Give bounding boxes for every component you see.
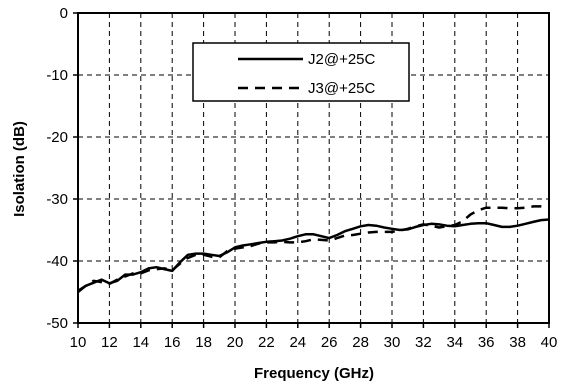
- legend: J2@+25C J3@+25C: [192, 42, 410, 102]
- series-line-j3-25c: [77, 205, 550, 292]
- x-tick-label: 32: [415, 334, 432, 351]
- x-tick-label: 22: [258, 334, 275, 351]
- x-tick-label: 20: [227, 334, 244, 351]
- x-tick-label: 40: [541, 334, 558, 351]
- x-tick-labels: 10 12 14 16 18 20 22 24 26 28 30 32 34 36 38 40: [70, 334, 558, 351]
- x-tick-label: 18: [195, 334, 212, 351]
- y-tick-labels: 0 -10 -20 -30 -40 -50: [46, 5, 68, 332]
- y-tick-label: -20: [46, 129, 68, 146]
- y-tick-label: 0: [60, 5, 68, 22]
- y-tick-label: -30: [46, 191, 68, 208]
- x-tick-label: 38: [509, 334, 526, 351]
- y-axis-title: Isolation (dB): [11, 121, 28, 217]
- legend-label-j3: J3@+25C: [308, 80, 376, 97]
- plot-frame: [77, 12, 550, 324]
- y-tick-label: -50: [46, 315, 68, 332]
- legend-box: [192, 42, 410, 102]
- y-tick-label: -10: [46, 67, 68, 84]
- x-tick-label: 14: [132, 334, 149, 351]
- x-axis-title: Frequency (GHz): [254, 365, 374, 382]
- grid-lines: [78, 13, 549, 323]
- x-tick-label: 28: [352, 334, 369, 351]
- x-tick-label: 36: [478, 334, 495, 351]
- tick-marks: [73, 12, 550, 328]
- x-tick-label: 30: [384, 334, 401, 351]
- x-tick-label: 16: [164, 334, 181, 351]
- series-layer: [77, 205, 550, 293]
- x-tick-label: 34: [446, 334, 463, 351]
- x-tick-label: 12: [101, 334, 118, 351]
- series-line-j2-25c: [77, 218, 550, 293]
- y-tick-label: -40: [46, 253, 68, 270]
- x-tick-label: 24: [289, 334, 306, 351]
- x-tick-label: 26: [321, 334, 338, 351]
- legend-label-j2: J2@+25C: [308, 51, 376, 68]
- x-tick-label: 10: [70, 334, 87, 351]
